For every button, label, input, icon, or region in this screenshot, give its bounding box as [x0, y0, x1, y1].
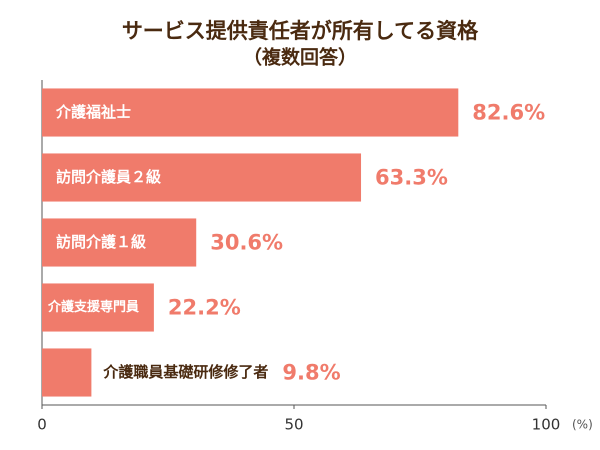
category-label: 訪問介護員２級 — [56, 168, 161, 186]
x-tick-label: 0 — [37, 416, 47, 434]
value-label: 82.6% — [472, 101, 545, 125]
chart-subtitle: （複数回答） — [243, 46, 357, 69]
bar — [42, 283, 154, 332]
value-label: 30.6% — [210, 231, 283, 255]
chart-title: サービス提供責任者が所有してる資格 — [122, 19, 479, 43]
category-label: 介護支援専門員 — [47, 299, 139, 315]
bar — [42, 153, 362, 202]
bar — [42, 88, 459, 137]
value-label: 22.2% — [168, 296, 241, 320]
bar — [42, 218, 197, 267]
category-label: 介護福祉士 — [55, 103, 131, 121]
bar — [42, 348, 92, 397]
value-label: 63.3% — [375, 166, 448, 190]
x-tick-label: 100 — [532, 416, 561, 434]
axis-unit: (%) — [572, 418, 593, 432]
category-label: 訪問介護１級 — [56, 233, 146, 251]
x-tick-label: 50 — [284, 416, 303, 434]
category-label: 介護職員基礎研修修了者 — [102, 363, 268, 381]
value-label: 9.8% — [282, 361, 340, 385]
